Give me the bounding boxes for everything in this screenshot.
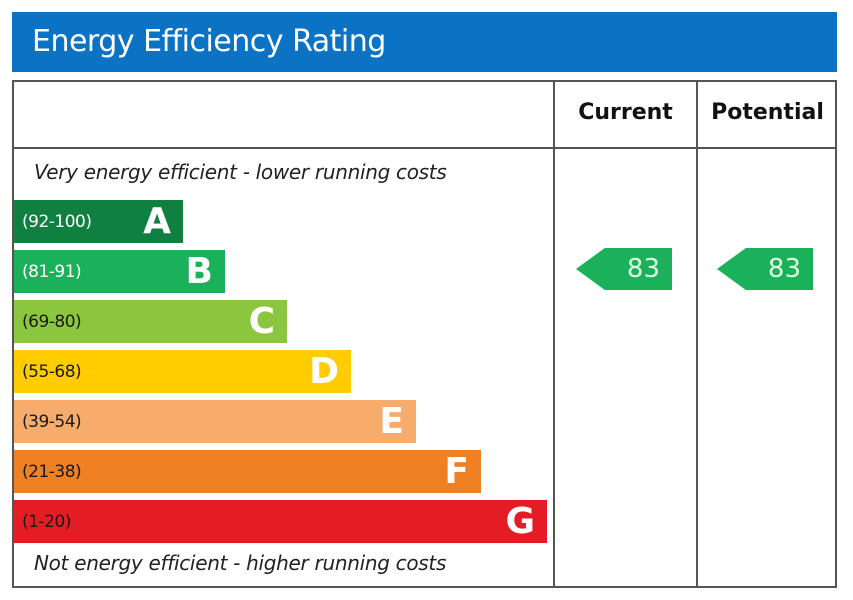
band-bar-f: (21-38) F [14, 450, 481, 493]
potential-column-header: Potential [711, 100, 824, 125]
band-range-label: (1-20) [22, 511, 71, 532]
bottom-note: Not energy efficient - higher running co… [34, 551, 447, 575]
band-range-label: (21-38) [22, 461, 82, 482]
rating-table [12, 80, 837, 588]
band-range-label: (55-68) [22, 361, 82, 382]
band-bar-c: (69-80) C [14, 300, 287, 343]
band-letter: E [379, 401, 404, 442]
band-range-label: (81-91) [22, 261, 82, 282]
top-note: Very energy efficient - lower running co… [34, 160, 447, 184]
band-range-label: (92-100) [22, 211, 92, 232]
potential-rating-arrow: 83 [717, 248, 813, 290]
band-bar-b: (81-91) B [14, 250, 225, 293]
band-bar-a: (92-100) A [14, 200, 183, 243]
band-letter: B [185, 251, 213, 292]
band-letter: F [444, 451, 469, 492]
column-divider [696, 80, 698, 588]
header-divider [12, 147, 837, 149]
column-divider [553, 80, 555, 588]
band-bar-e: (39-54) E [14, 400, 416, 443]
band-letter: D [309, 351, 339, 392]
current-column-header: Current [578, 100, 673, 125]
band-range-label: (39-54) [22, 411, 82, 432]
band-range-label: (69-80) [22, 311, 82, 332]
band-letter: C [248, 301, 275, 342]
band-bar-g: (1-20) G [14, 500, 547, 543]
band-letter: G [505, 501, 535, 542]
band-letter: A [143, 201, 171, 242]
chart-title: Energy Efficiency Rating [12, 12, 837, 72]
band-bar-d: (55-68) D [14, 350, 351, 393]
